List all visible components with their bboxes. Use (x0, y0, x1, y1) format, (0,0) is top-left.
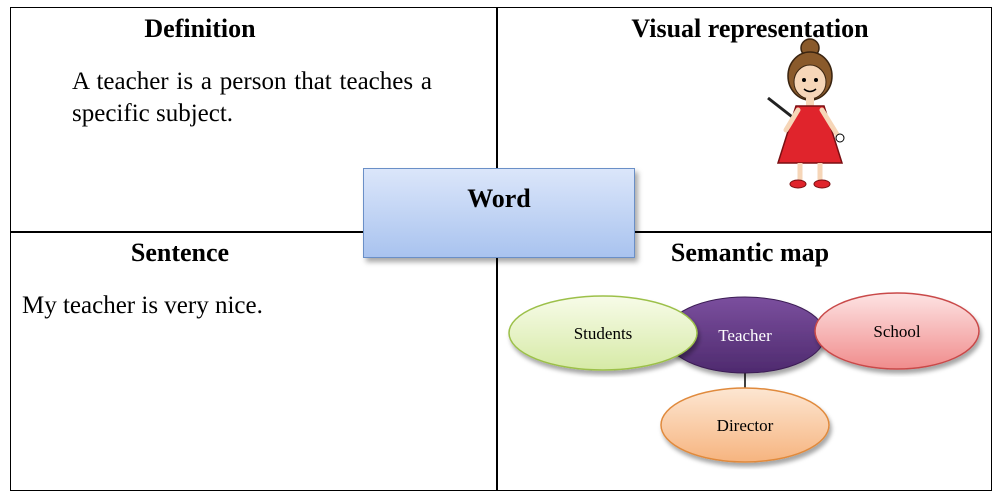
center-word: Word (363, 168, 635, 258)
map-node (814, 292, 980, 370)
map-node (508, 295, 698, 371)
semantic-map: Teacher Students School Director (508, 292, 980, 463)
table-border (10, 7, 992, 491)
node-label: Students (574, 324, 633, 343)
quadrant-title: Sentence (130, 238, 230, 267)
node-label: Director (717, 416, 774, 435)
definition-text: A teacher is a person that teaches a spe… (72, 68, 432, 127)
map-node (660, 387, 830, 463)
quadrant-title: Semantic map (670, 238, 830, 267)
quadrant-title: Definition (144, 14, 256, 43)
node-label: School (873, 322, 921, 341)
node-label: Teacher (718, 326, 772, 345)
teacher-illustration (767, 38, 845, 189)
quadrant-title: Visual representation (631, 14, 869, 43)
sentence-text: My teacher is very nice. (22, 292, 263, 319)
